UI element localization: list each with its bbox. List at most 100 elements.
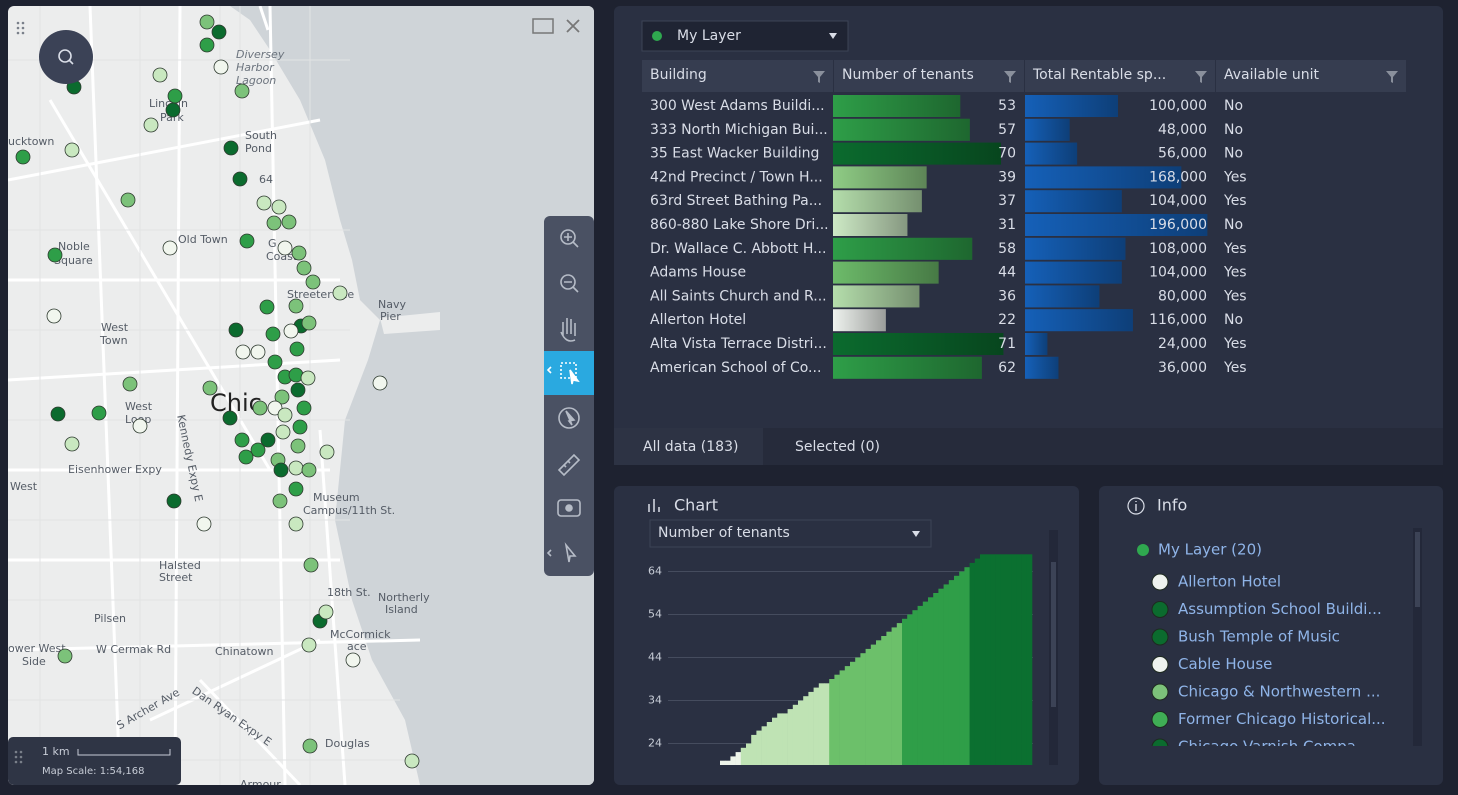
map-point[interactable] bbox=[260, 432, 276, 448]
tab[interactable]: Selected (0) bbox=[795, 439, 880, 455]
map-point[interactable] bbox=[239, 233, 255, 249]
cell-building[interactable]: American School of Co... bbox=[650, 360, 821, 376]
cell-building[interactable]: All Saints Church and R... bbox=[650, 288, 827, 304]
info-item[interactable]: Chicago Varnish Compa... bbox=[1178, 738, 1370, 756]
cell-building[interactable]: 333 North Michigan Bui... bbox=[650, 122, 828, 138]
map-point[interactable] bbox=[120, 192, 136, 208]
column-header[interactable] bbox=[834, 60, 1024, 92]
map-point[interactable] bbox=[228, 322, 244, 338]
info-item[interactable]: Allerton Hotel bbox=[1178, 573, 1281, 591]
cell-building[interactable]: Adams House bbox=[650, 265, 746, 281]
map-point[interactable] bbox=[271, 199, 287, 215]
search-button[interactable] bbox=[39, 30, 93, 84]
map-point[interactable] bbox=[345, 652, 361, 668]
filter-icon[interactable] bbox=[813, 71, 825, 83]
pan-tool[interactable] bbox=[560, 318, 576, 342]
map-point[interactable] bbox=[232, 171, 248, 187]
map-point[interactable] bbox=[57, 648, 73, 664]
map-point[interactable] bbox=[167, 88, 183, 104]
map-point[interactable] bbox=[64, 436, 80, 452]
map-point[interactable] bbox=[272, 493, 288, 509]
map-point[interactable] bbox=[256, 195, 272, 211]
map-point[interactable] bbox=[15, 149, 31, 165]
map-point[interactable] bbox=[273, 462, 289, 478]
map-point[interactable] bbox=[50, 406, 66, 422]
filter-icon[interactable] bbox=[1004, 71, 1016, 83]
map-point[interactable] bbox=[289, 341, 305, 357]
map-point[interactable] bbox=[267, 354, 283, 370]
map-point[interactable] bbox=[234, 432, 250, 448]
scroll-thumb[interactable] bbox=[1051, 562, 1056, 707]
close-button[interactable] bbox=[566, 19, 580, 33]
map-point[interactable] bbox=[301, 315, 317, 331]
scrollbar[interactable] bbox=[1413, 528, 1422, 746]
column-header[interactable] bbox=[1025, 60, 1215, 92]
filter-icon[interactable] bbox=[1195, 71, 1207, 83]
map-point[interactable] bbox=[234, 83, 250, 99]
map-point[interactable] bbox=[277, 407, 293, 423]
cell-building[interactable]: Allerton Hotel bbox=[650, 312, 746, 328]
map-point[interactable] bbox=[238, 449, 254, 465]
map-point[interactable] bbox=[296, 260, 312, 276]
map-point[interactable] bbox=[281, 214, 297, 230]
info-layer[interactable]: My Layer (20) bbox=[1158, 541, 1262, 559]
column-header[interactable] bbox=[1216, 60, 1406, 92]
identify-tool[interactable] bbox=[558, 407, 580, 429]
zoom-in[interactable] bbox=[560, 229, 579, 248]
select-tool[interactable] bbox=[546, 362, 580, 385]
map-point[interactable] bbox=[305, 274, 321, 290]
filter-icon[interactable] bbox=[1386, 71, 1398, 83]
column-header[interactable] bbox=[642, 60, 833, 92]
map-point[interactable] bbox=[404, 753, 420, 769]
layer-dropdown[interactable] bbox=[641, 20, 849, 52]
screenshot-tool[interactable] bbox=[557, 499, 581, 517]
cell-building[interactable]: Alta Vista Terrace Distri... bbox=[650, 336, 827, 352]
info-item[interactable]: Chicago & Northwestern ... bbox=[1178, 683, 1380, 701]
map-point[interactable] bbox=[265, 326, 281, 342]
scale-handle[interactable] bbox=[14, 750, 23, 764]
map-point[interactable] bbox=[288, 298, 304, 314]
map-point[interactable] bbox=[332, 285, 348, 301]
drag-handle[interactable] bbox=[16, 21, 25, 35]
map-point[interactable] bbox=[266, 215, 282, 231]
map-point[interactable] bbox=[199, 14, 215, 30]
map-point[interactable] bbox=[143, 117, 159, 133]
map-point[interactable] bbox=[46, 308, 62, 324]
map-point[interactable] bbox=[213, 59, 229, 75]
cell-building[interactable]: 860-880 Lake Shore Dri... bbox=[650, 217, 829, 233]
map-point[interactable] bbox=[250, 442, 266, 458]
map-point[interactable] bbox=[252, 400, 268, 416]
cell-building[interactable]: 300 West Adams Buildi... bbox=[650, 98, 825, 114]
map-point[interactable] bbox=[275, 424, 291, 440]
tab[interactable]: All data (183) bbox=[643, 439, 738, 455]
map-point[interactable] bbox=[290, 382, 306, 398]
map-point[interactable] bbox=[223, 140, 239, 156]
map-point[interactable] bbox=[196, 516, 212, 532]
map-point[interactable] bbox=[303, 557, 319, 573]
map-point[interactable] bbox=[259, 299, 275, 315]
map-point[interactable] bbox=[235, 344, 251, 360]
map-point[interactable] bbox=[166, 493, 182, 509]
map-point[interactable] bbox=[300, 370, 316, 386]
map-point[interactable] bbox=[301, 637, 317, 653]
zoom-out[interactable] bbox=[560, 274, 579, 293]
info-item[interactable]: Assumption School Buildi... bbox=[1178, 600, 1382, 618]
map-point[interactable] bbox=[222, 410, 238, 426]
info-item[interactable]: Cable House bbox=[1178, 655, 1272, 673]
select-tool-active[interactable] bbox=[544, 351, 594, 395]
cell-building[interactable]: 63rd Street Bathing Pa... bbox=[650, 193, 822, 209]
map-point[interactable] bbox=[202, 380, 218, 396]
map-points[interactable] bbox=[15, 14, 420, 769]
map-point[interactable] bbox=[162, 240, 178, 256]
field-dropdown[interactable] bbox=[649, 519, 932, 548]
collapse-tool[interactable] bbox=[546, 542, 577, 563]
map-point[interactable] bbox=[290, 438, 306, 454]
maximize-button[interactable] bbox=[532, 18, 554, 34]
tab-active[interactable] bbox=[614, 428, 763, 465]
cell-building[interactable]: 35 East Wacker Building bbox=[650, 146, 819, 162]
map-point[interactable] bbox=[288, 481, 304, 497]
map-point[interactable] bbox=[64, 142, 80, 158]
map-point[interactable] bbox=[296, 400, 312, 416]
cell-building[interactable]: Dr. Wallace C. Abbott H... bbox=[650, 241, 826, 257]
